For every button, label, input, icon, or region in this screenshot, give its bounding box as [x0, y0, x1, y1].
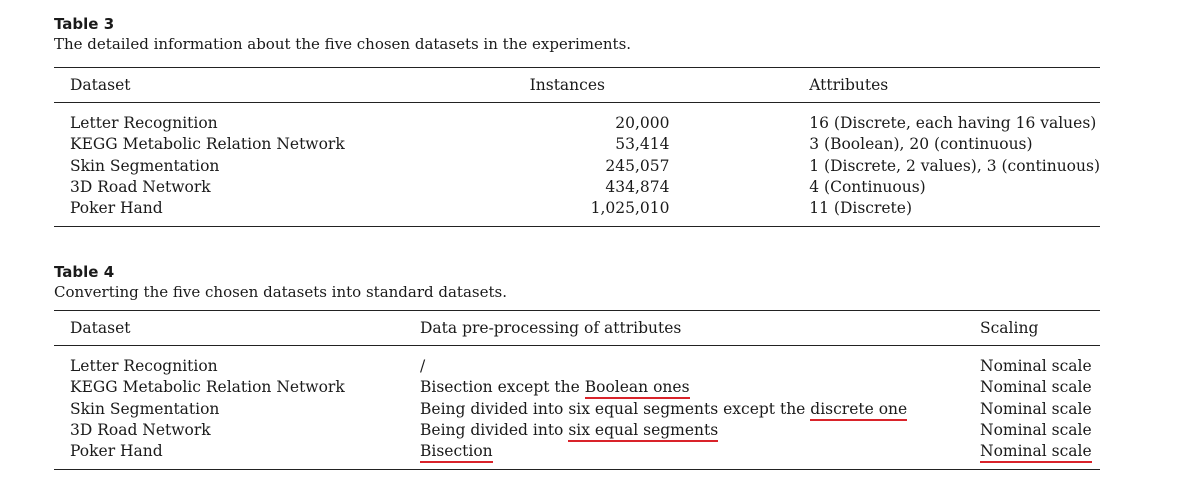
table-4: Dataset Data pre-processing of attribute…	[54, 311, 1100, 470]
cell-instances: 434,874	[605, 177, 670, 196]
cell-instances: 53,414	[615, 135, 670, 154]
cell-preprocessing: /	[420, 346, 980, 378]
cell-scaling: Nominal scale	[980, 378, 1092, 397]
table-row: KEGG Metabolic Relation Network 53,414 3…	[54, 134, 1100, 155]
header-row: Dataset Data pre-processing of attribute…	[54, 311, 1100, 346]
table-row: Skin Segmentation 245,057 1 (Discrete, 2…	[54, 156, 1100, 177]
col-header-scaling: Scaling	[980, 319, 1039, 337]
table-caption: Converting the five chosen datasets into…	[54, 283, 507, 301]
table-row: KEGG Metabolic Relation Network Bisectio…	[54, 377, 1100, 400]
cell-preprocessing: Being divided into six equal segments ex…	[420, 399, 980, 421]
cell-dataset: 3D Road Network	[70, 420, 211, 439]
preprocessing-text: Being divided into	[420, 420, 569, 439]
col-header-attributes: Attributes	[809, 76, 889, 94]
cell-preprocessing: Bisection except the Boolean ones	[420, 377, 980, 400]
cell-attributes: 1 (Discrete, 2 values), 3 (continuous)	[809, 156, 1100, 175]
cell-preprocessing: Bisection	[420, 441, 980, 470]
col-header-preprocessing: Data pre-processing of attributes	[420, 319, 682, 337]
cell-dataset: KEGG Metabolic Relation Network	[70, 378, 345, 397]
col-header-dataset: Dataset	[70, 76, 131, 94]
col-header-instances: Instances	[529, 76, 605, 94]
cell-dataset: Poker Hand	[70, 442, 163, 461]
header-row: Dataset Instances Attributes	[54, 68, 1100, 103]
cell-dataset: Letter Recognition	[70, 357, 218, 375]
cell-instances: 245,057	[605, 156, 670, 175]
table-label: Table 4	[54, 263, 115, 281]
table-row: Poker Hand Bisection Nominal scale	[54, 441, 1100, 470]
underlined-text: Boolean ones	[584, 378, 690, 400]
cell-scaling: Nominal scale	[980, 441, 1100, 470]
top-rule	[54, 310, 1100, 311]
preprocessing-text: Bisection except the	[420, 378, 585, 397]
cell-attributes: 16 (Discrete, each having 16 values)	[809, 114, 1097, 132]
preprocessing-text: Being divided into six equal segments ex…	[420, 399, 811, 418]
table-3: Dataset Instances Attributes Letter Reco…	[54, 68, 1100, 227]
cell-dataset: Poker Hand	[70, 199, 163, 218]
cell-attributes: 4 (Continuous)	[809, 177, 926, 196]
table-caption: The detailed information about the five …	[54, 35, 632, 53]
table-row: Poker Hand 1,025,010 11 (Discrete)	[54, 198, 1100, 227]
cell-dataset: 3D Road Network	[70, 177, 211, 196]
underlined-scaling: Nominal scale	[980, 442, 1092, 464]
table-row: Letter Recognition / Nominal scale	[54, 346, 1100, 378]
cell-dataset: Letter Recognition	[70, 114, 218, 132]
cell-dataset: KEGG Metabolic Relation Network	[70, 135, 345, 154]
table-label: Table 3	[54, 15, 115, 33]
table-row: 3D Road Network Being divided into six e…	[54, 420, 1100, 442]
cell-dataset: Skin Segmentation	[70, 156, 220, 175]
cell-scaling: Nominal scale	[980, 357, 1092, 375]
cell-instances: 20,000	[615, 114, 670, 132]
table-row: Letter Recognition 20,000 16 (Discrete, …	[54, 103, 1100, 135]
preprocessing-text: /	[420, 357, 426, 375]
top-rule	[54, 67, 1100, 68]
cell-attributes: 11 (Discrete)	[809, 199, 912, 218]
col-header-dataset: Dataset	[70, 319, 131, 337]
cell-preprocessing: Being divided into six equal segments	[420, 420, 980, 442]
cell-scaling: Nominal scale	[980, 399, 1092, 418]
underlined-text: discrete one	[810, 399, 908, 421]
underlined-text: six equal segments	[568, 420, 719, 442]
cell-scaling: Nominal scale	[980, 420, 1092, 439]
table-4-block: Table 4 Converting the five chosen datas…	[54, 262, 1100, 470]
cell-instances: 1,025,010	[590, 199, 670, 218]
table-row: Skin Segmentation Being divided into six…	[54, 399, 1100, 421]
underlined-text: Bisection	[420, 442, 493, 464]
cell-dataset: Skin Segmentation	[70, 399, 220, 418]
table-row: 3D Road Network 434,874 4 (Continuous)	[54, 177, 1100, 198]
cell-attributes: 3 (Boolean), 20 (continuous)	[809, 135, 1033, 154]
table-3-block: Table 3 The detailed information about t…	[54, 14, 1100, 227]
